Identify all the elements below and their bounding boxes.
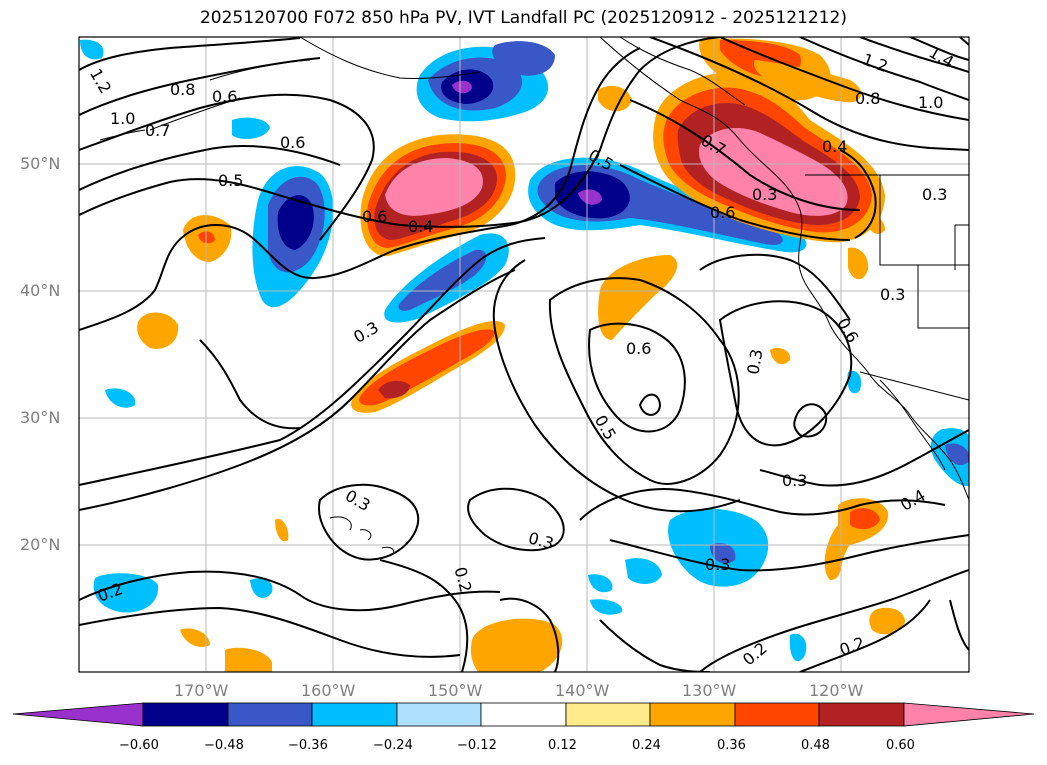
lon-label-120w: 120°W [809, 681, 864, 700]
colorbar-tick-label: −0.60 [119, 738, 159, 753]
colorbar-segment [734, 702, 820, 727]
colorbar-segment [396, 702, 482, 727]
colorbar-segment [818, 702, 905, 727]
coastlines [99, 37, 969, 557]
contour-label: 0.3 [880, 285, 905, 304]
colorbar-tick-label: −0.24 [373, 738, 413, 753]
colorbar-segment [311, 702, 398, 727]
contour-label: 0.7 [145, 121, 170, 140]
contour-label: 0.3 [782, 471, 807, 490]
colorbar-tick-label: −0.12 [457, 738, 497, 753]
colorbar-tick-label: 0.60 [886, 738, 915, 753]
contour-label: 0.6 [626, 339, 651, 358]
contour-label: 0.8 [170, 80, 195, 99]
contour-label: 0.3 [752, 185, 777, 204]
colorbar-segment [142, 702, 229, 727]
contour-label: 0.4 [822, 137, 847, 156]
colorbar-segment [480, 702, 567, 727]
colorbar-segment [227, 702, 313, 727]
lon-label-170w: 170°W [174, 681, 229, 700]
contour-label: 1.0 [918, 93, 943, 112]
colorbar-tick-label: 0.36 [717, 738, 746, 753]
lat-label-20n: 20°N [20, 535, 61, 554]
contour-label: 0.3 [743, 348, 766, 376]
colorbar [12, 702, 1035, 727]
map-frame [78, 36, 970, 673]
contour-label: 0.5 [218, 171, 243, 190]
colorbar-tick-label: 0.12 [548, 738, 577, 753]
lon-label-140w: 140°W [555, 681, 610, 700]
colorbar-segment [12, 702, 144, 727]
contour-label: 0.3 [922, 185, 947, 204]
lon-label-130w: 130°W [682, 681, 737, 700]
pv-contours [79, 37, 969, 672]
colorbar-tick-label: 0.48 [801, 738, 830, 753]
contour-label: 0.3 [705, 555, 730, 574]
contour-label: 0.6 [212, 87, 237, 106]
contour-label: 0.8 [855, 89, 880, 108]
map-title: 2025120700 F072 850 hPa PV, IVT Landfall… [199, 8, 847, 28]
map-plot-area: 1.2 1.0 0.8 0.6 0.7 0.6 0.5 0.6 0.4 0.3 … [79, 37, 969, 672]
graticule [79, 37, 969, 672]
contour-label: 0.6 [362, 207, 387, 226]
contour-label: 0.4 [408, 217, 433, 236]
lat-label-50n: 50°N [20, 154, 61, 173]
colorbar-segment [649, 702, 736, 727]
colorbar-segment [565, 702, 651, 727]
colorbar-tick-label: −0.48 [204, 738, 244, 753]
colorbar-tick-label: 0.24 [632, 738, 661, 753]
lat-label-30n: 30°N [20, 408, 61, 427]
contour-label: 0.6 [710, 203, 735, 222]
lon-label-160w: 160°W [301, 681, 356, 700]
colorbar-segment [903, 702, 1035, 727]
contour-label: 0.6 [280, 133, 305, 152]
negative-anomaly-shading [80, 39, 969, 662]
lon-label-150w: 150°W [428, 681, 483, 700]
lat-label-40n: 40°N [20, 281, 61, 300]
colorbar-tick-label: −0.36 [288, 738, 328, 753]
contour-label: 1.0 [110, 109, 135, 128]
